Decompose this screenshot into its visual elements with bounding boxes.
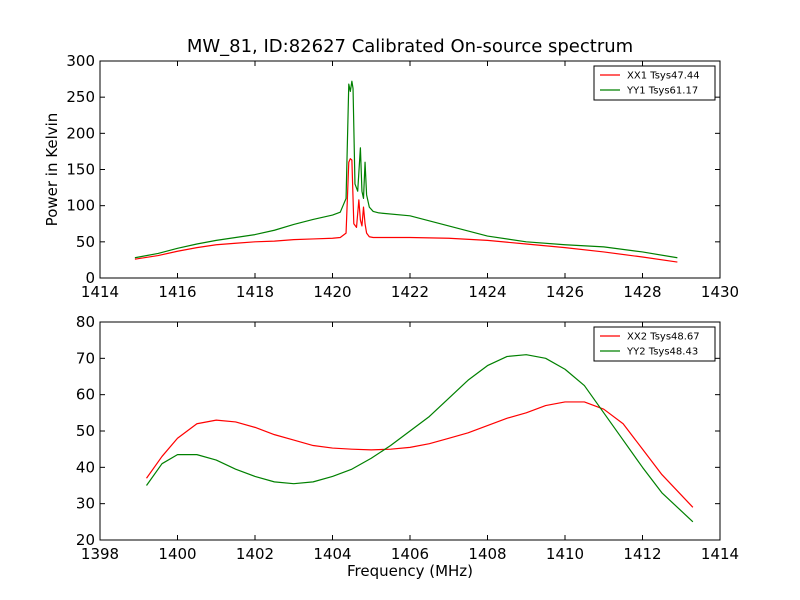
y-tick-label: 80 xyxy=(76,313,95,331)
y-tick-label: 50 xyxy=(76,233,95,251)
y-tick-label: 0 xyxy=(85,269,95,287)
x-tick-label: 1404 xyxy=(313,545,351,563)
legend-label: XX2 Tsys48.67 xyxy=(627,332,700,343)
x-tick-label: 1402 xyxy=(236,545,274,563)
legend-label: YY2 Tsys48.43 xyxy=(626,347,698,358)
legend-box xyxy=(593,65,716,101)
legend-label: XX1 Tsys47.44 xyxy=(627,71,700,82)
x-tick-label: 1414 xyxy=(701,545,739,563)
y-tick-label: 100 xyxy=(66,197,95,215)
x-tick-label: 1414 xyxy=(81,283,119,301)
bottom-spectrum-panel: 1398 1400 1402 1404 1406 1408 1410 1412 1414 20 30… xyxy=(76,313,739,580)
chart-title: MW_81, ID:82627 Calibrated On-source spe… xyxy=(187,36,633,57)
x-tick-label: 1400 xyxy=(158,545,196,563)
top-spectrum-panel: 1414 1416 1418 1420 1422 1424 1426 1428 1430 0 50 1… xyxy=(43,52,739,301)
x-tick-label: 1422 xyxy=(391,283,429,301)
y-tick-label: 50 xyxy=(76,422,95,440)
y-axis-label: Power in Kelvin xyxy=(43,113,61,227)
x-tick-label: 1426 xyxy=(546,283,584,301)
x-tick-label: 1406 xyxy=(391,545,429,563)
x-tick-label: 1428 xyxy=(623,283,661,301)
x-axis-label: Frequency (MHz) xyxy=(347,562,473,580)
x-tick-label: 1430 xyxy=(701,283,739,301)
legend-label: YY1 Tsys61.17 xyxy=(626,86,698,97)
x-tick-label: 1410 xyxy=(546,545,584,563)
legend: XX1 Tsys47.44 YY1 Tsys61.17 xyxy=(593,65,716,101)
series-line-xx2-tsys48-67 xyxy=(146,401,694,508)
x-tick-label: 1398 xyxy=(81,545,119,563)
y-tick-label: 60 xyxy=(76,386,95,404)
x-tick-label: 1420 xyxy=(313,283,351,301)
legend: XX2 Tsys48.67 YY2 Tsys48.43 xyxy=(593,326,716,362)
y-tick-label: 200 xyxy=(66,124,95,142)
x-tick-label: 1424 xyxy=(468,283,506,301)
x-tick-label: 1412 xyxy=(623,545,661,563)
y-tick-label: 70 xyxy=(76,349,95,367)
y-tick-label: 30 xyxy=(76,495,95,513)
x-tick-label: 1416 xyxy=(158,283,196,301)
y-tick-label: 250 xyxy=(66,88,95,106)
y-tick-label: 40 xyxy=(76,458,95,476)
legend-box xyxy=(593,326,716,362)
x-tick-label: 1408 xyxy=(468,545,506,563)
series-line-xx1-tsys47-44 xyxy=(134,158,678,263)
series-line-yy1-tsys61-17 xyxy=(134,80,678,259)
y-tick-label: 150 xyxy=(66,161,95,179)
series-line-yy2-tsys48-43 xyxy=(146,354,694,523)
y-tick-label: 300 xyxy=(66,52,95,70)
y-tick-label: 20 xyxy=(76,531,95,549)
x-tick-label: 1418 xyxy=(236,283,274,301)
